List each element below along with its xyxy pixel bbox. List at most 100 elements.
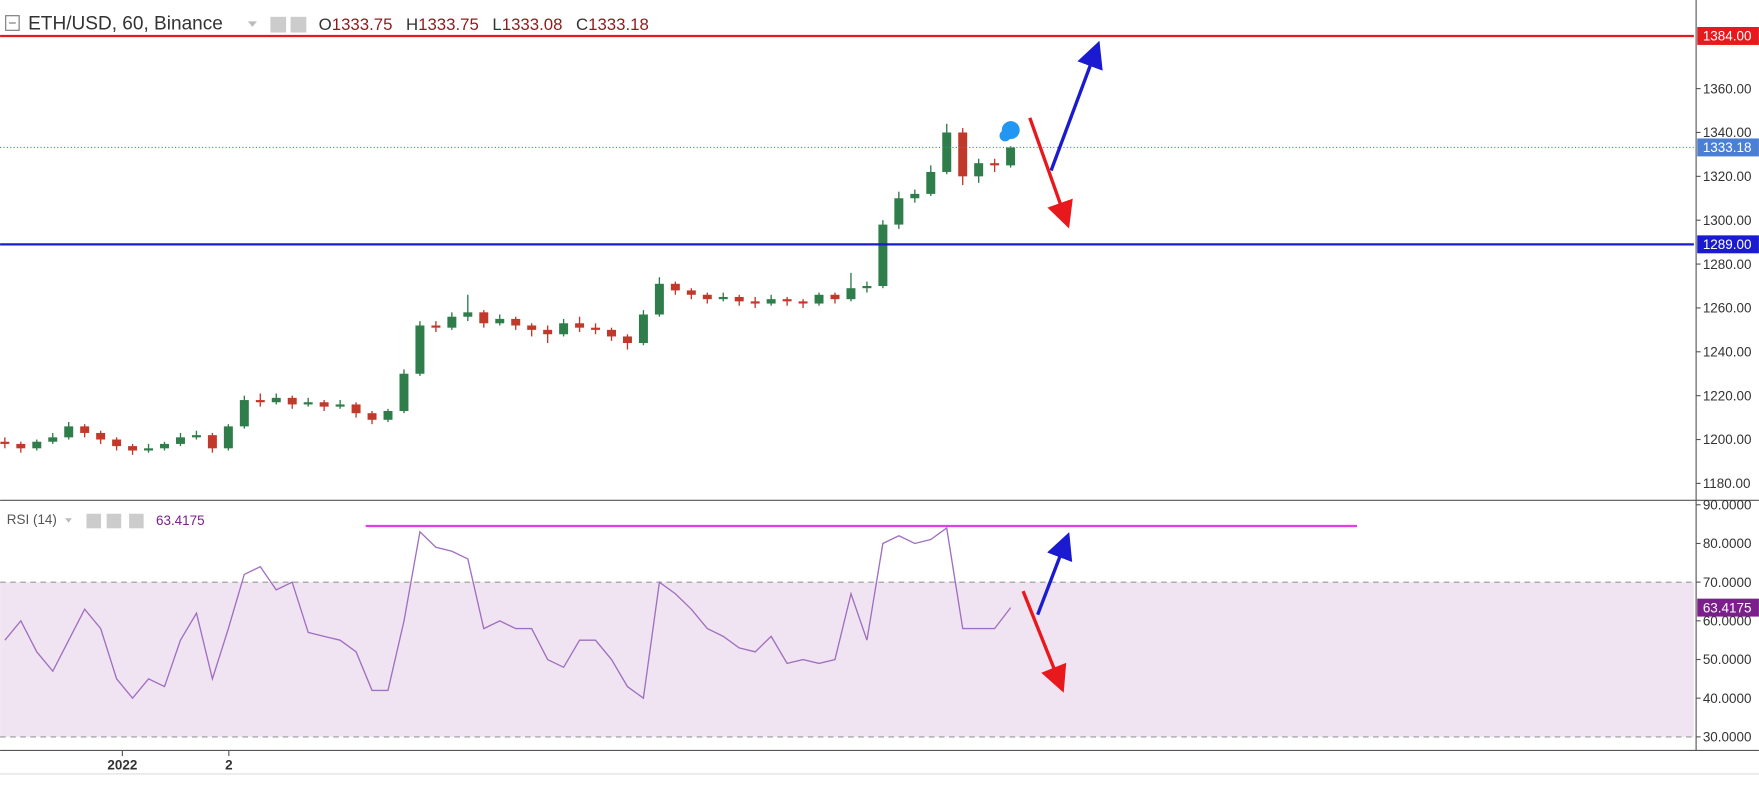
ohlc-label: L: [492, 15, 501, 34]
y-tick-label: 1320.00: [1703, 169, 1752, 184]
candle-body: [431, 325, 441, 328]
axis-label: 1384.00: [1703, 29, 1752, 44]
y-tick-label: 40.0000: [1703, 691, 1752, 706]
settings-icon[interactable]: [290, 16, 307, 33]
dropdown-icon[interactable]: [65, 518, 72, 523]
candle-body: [702, 294, 712, 300]
candle-body: [1006, 147, 1016, 166]
candle-body: [974, 163, 984, 177]
y-tick-label: 1240.00: [1703, 344, 1752, 359]
candle-body: [80, 426, 90, 433]
candle-body: [495, 318, 505, 324]
up-arrow: [1036, 532, 1073, 616]
candle-body: [479, 312, 489, 324]
candle-body: [638, 314, 648, 344]
ohlc-label: C: [576, 15, 588, 34]
candle-body: [367, 413, 377, 420]
candle-body: [128, 446, 138, 451]
candle-body: [303, 402, 313, 405]
eye-icon[interactable]: [270, 16, 287, 33]
candle-body: [144, 448, 154, 451]
candle-body: [112, 439, 122, 447]
y-tick-label: 1360.00: [1703, 81, 1752, 96]
y-tick-label: 1220.00: [1703, 388, 1752, 403]
down-arrow: [1021, 590, 1067, 693]
marker-icon-dot: [999, 130, 1011, 142]
candle-body: [575, 323, 585, 328]
candle-body: [207, 435, 217, 449]
candle-body: [622, 336, 632, 344]
plot-layer: [0, 34, 1694, 738]
candle-body: [32, 441, 42, 449]
candle-body: [591, 327, 601, 330]
y-tick-label: 90.0000: [1703, 497, 1752, 512]
menu-icon[interactable]: [5, 15, 20, 31]
axis-label: 1289.00: [1703, 237, 1752, 252]
candle-body: [814, 294, 824, 304]
candle-body: [223, 426, 233, 449]
y-tick-label: 70.0000: [1703, 575, 1752, 590]
axis-label: 63.4175: [1703, 600, 1752, 615]
ohlc-value: 1333.75: [332, 15, 393, 34]
ohlc-value: 1333.08: [502, 15, 563, 34]
candle-body: [942, 132, 952, 172]
y-tick-label: 1180.00: [1703, 476, 1751, 491]
candle-body: [654, 283, 664, 315]
candle-body: [415, 325, 425, 374]
up-arrow: [1049, 40, 1103, 172]
dropdown-icon[interactable]: [247, 21, 257, 27]
indicator-title: RSI (14): [7, 512, 57, 527]
ohlc-value: 1333.75: [418, 15, 479, 34]
candle-body: [511, 318, 521, 326]
candle-body: [0, 441, 10, 444]
candle-body: [255, 400, 265, 403]
x-tick-label: 2: [225, 758, 232, 773]
y-tick-label: 60.0000: [1703, 614, 1752, 629]
candle-body: [48, 437, 58, 442]
candle-body: [319, 402, 329, 407]
candle-body: [750, 301, 760, 304]
candle-body: [830, 294, 840, 300]
candle-body: [782, 299, 792, 302]
candle-body: [463, 312, 473, 317]
candle-body: [16, 443, 26, 449]
ohlc-value: 1333.18: [588, 15, 649, 34]
candle-body: [686, 290, 696, 295]
ohlc-values: O1333.75 H1333.75 L1333.08 C1333.18: [319, 15, 649, 34]
x-tick-label: 2022: [107, 758, 137, 773]
axis-label: 1333.18: [1703, 140, 1752, 155]
candle-body: [527, 325, 537, 330]
axis-label-box: [1697, 598, 1759, 617]
candle-body: [846, 288, 856, 300]
candle-body: [543, 329, 553, 335]
y-tick-label: 30.0000: [1703, 730, 1752, 745]
settings-icon[interactable]: [106, 513, 122, 529]
candle-body: [990, 163, 1000, 166]
y-tick-label: 1300.00: [1703, 213, 1752, 228]
candle-body: [175, 437, 185, 444]
candle-body: [894, 198, 904, 225]
candle-body: [96, 432, 106, 440]
candle-body: [287, 397, 297, 405]
candle-body: [64, 426, 74, 438]
candle-body: [878, 224, 888, 287]
y-tick-label: 1200.00: [1703, 432, 1752, 447]
y-tick-label: 1260.00: [1703, 301, 1752, 316]
candle-body: [191, 435, 201, 438]
candle-body: [607, 329, 616, 337]
close-icon[interactable]: [129, 513, 144, 529]
eye-icon[interactable]: [86, 513, 102, 529]
y-tick-label: 80.0000: [1703, 536, 1752, 551]
axis-label-box: [1697, 26, 1759, 45]
candle-body: [559, 323, 569, 335]
axis-label-box: [1697, 138, 1759, 157]
indicator-value: 63.4175: [156, 513, 205, 528]
candle-body: [798, 301, 808, 304]
candle-body: [766, 299, 776, 304]
down-arrow: [1028, 117, 1073, 229]
candle-body: [734, 296, 744, 302]
symbol-title: ETH/USD, 60, Binance: [28, 14, 223, 35]
candle-body: [910, 193, 920, 199]
